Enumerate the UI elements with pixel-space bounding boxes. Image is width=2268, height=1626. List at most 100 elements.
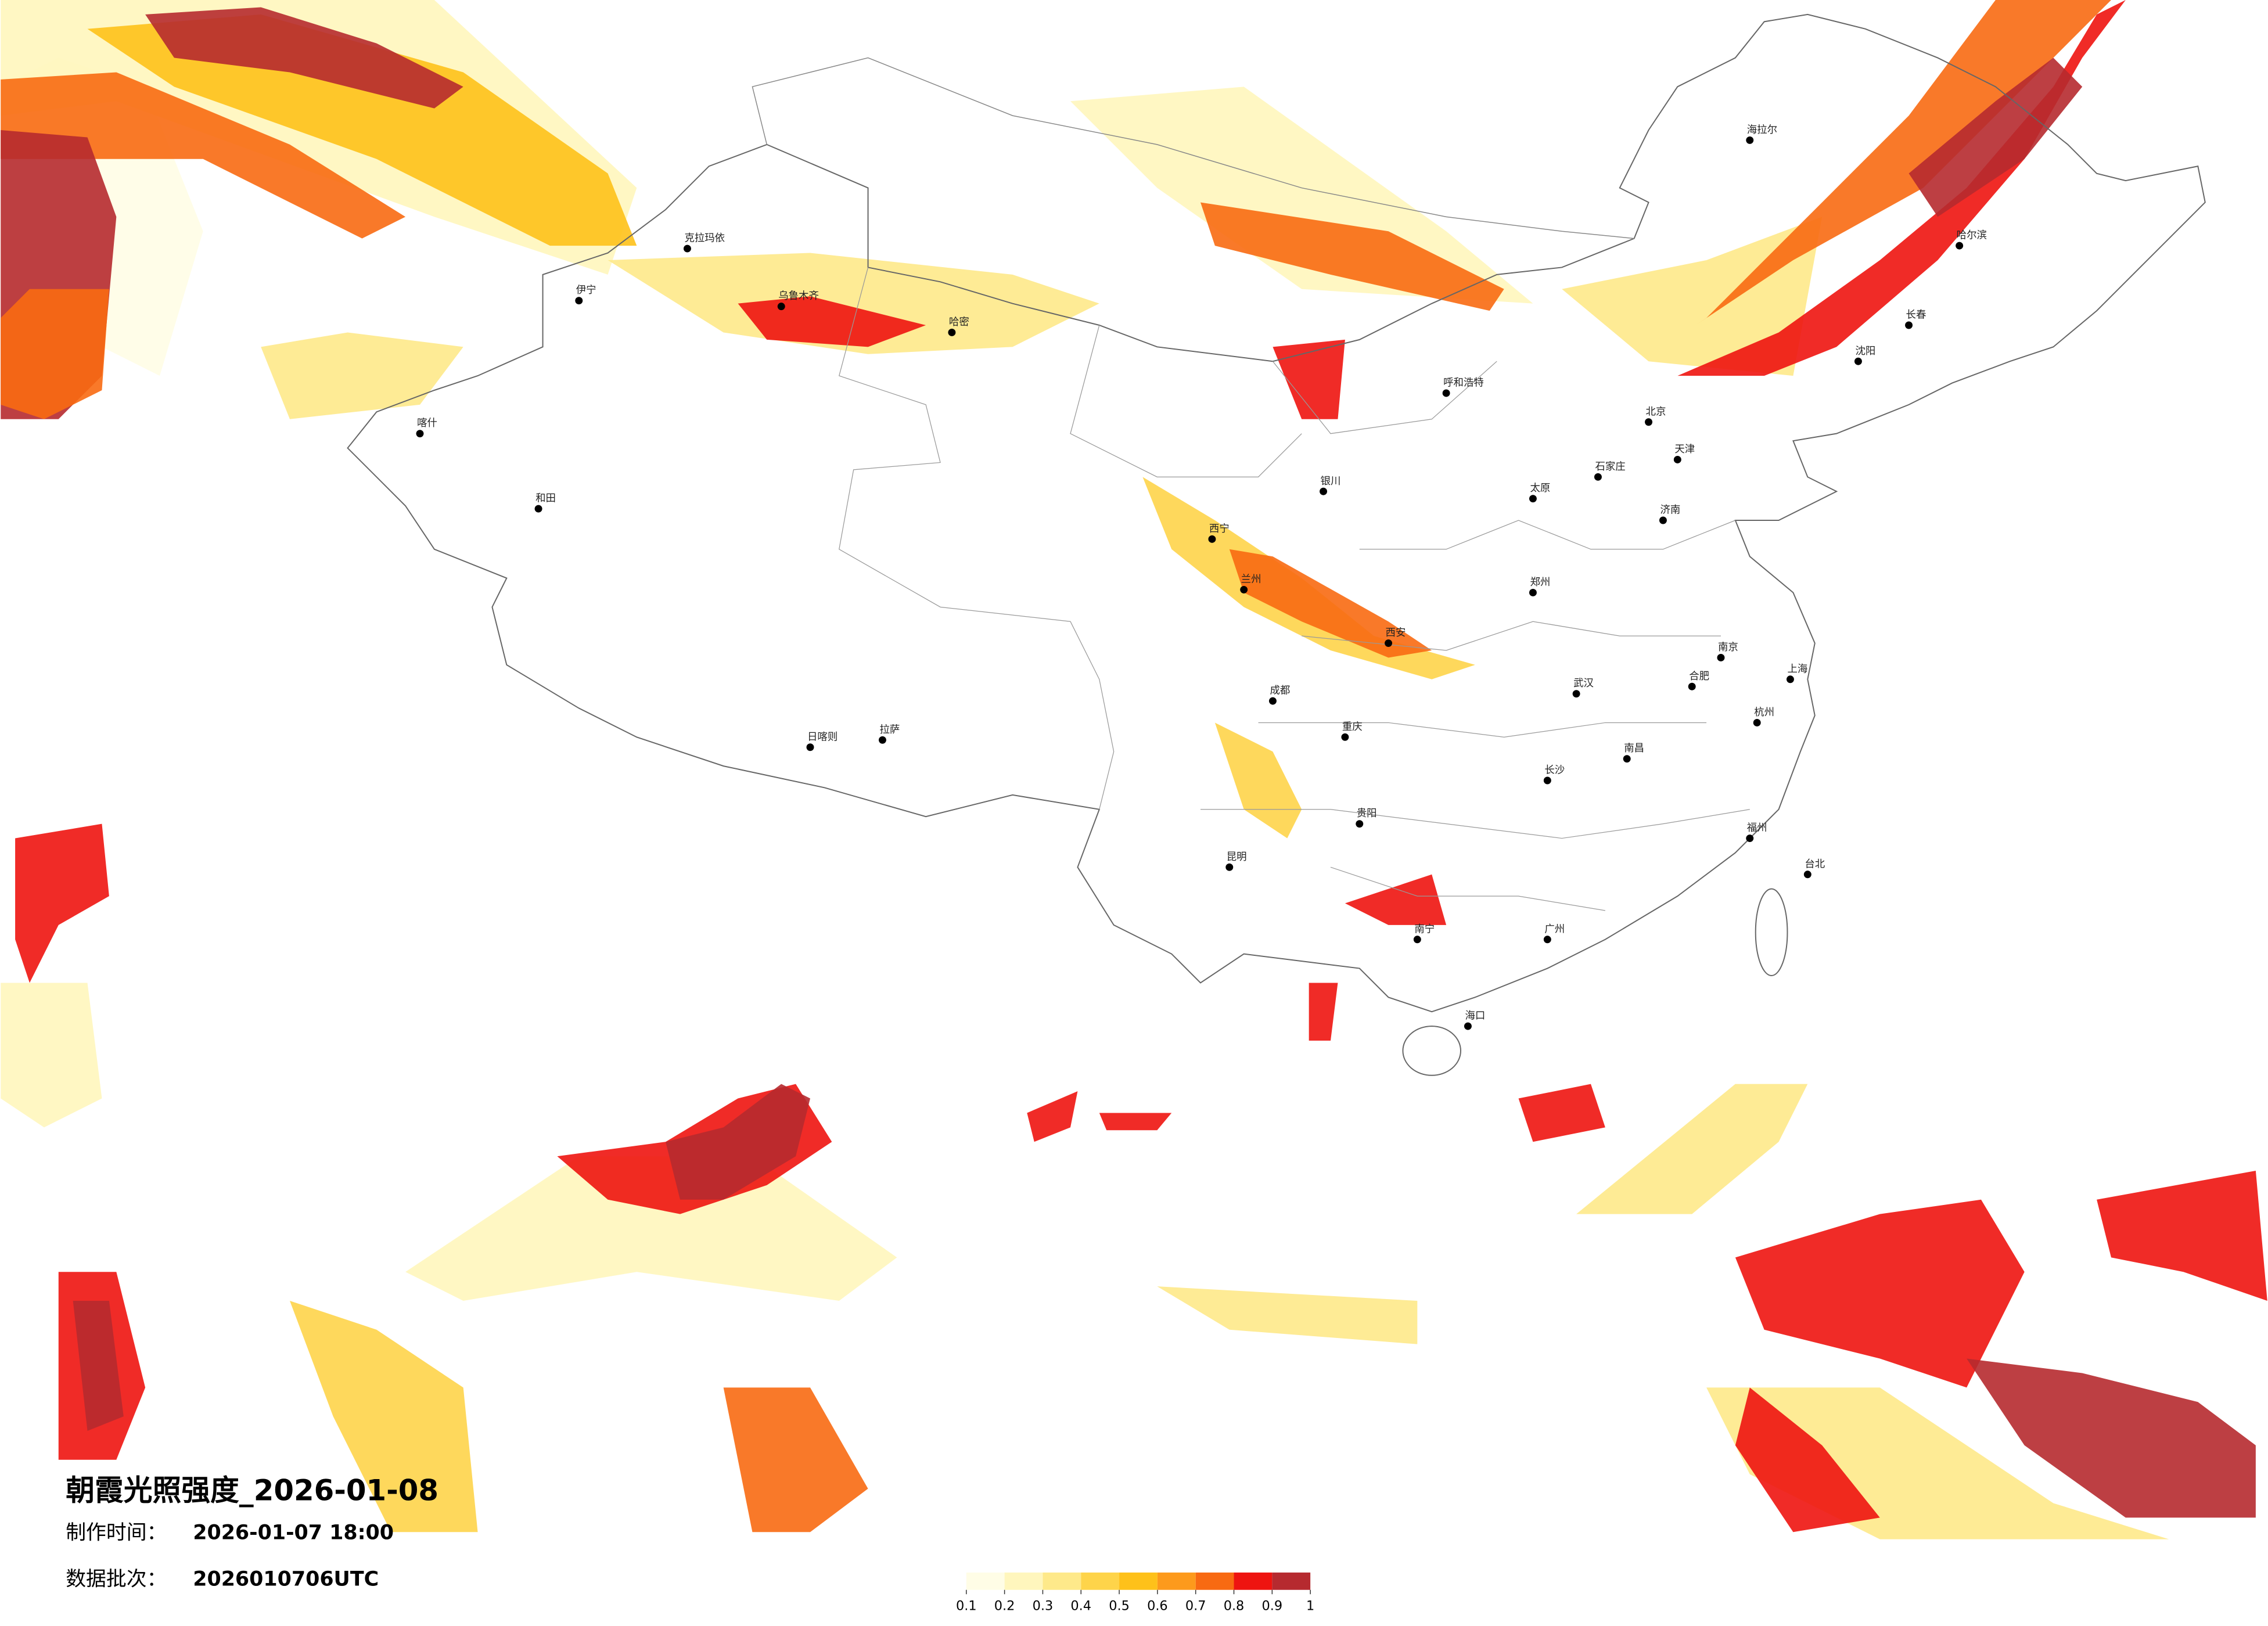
heat-area — [289, 1301, 478, 1533]
country-outline — [347, 13, 2206, 1013]
heat-area — [1967, 1358, 2256, 1518]
colorbar-swatch — [1119, 1572, 1158, 1590]
city-label: 广州 — [1544, 923, 1565, 935]
colorbar-tick-label: 0.2 — [994, 1599, 1015, 1614]
colorbar: 0.1 0.2 0.3 0.4 0.5 0.6 0.7 0.8 0.9 1 — [956, 1572, 1314, 1614]
city-label: 西宁 — [1209, 523, 1230, 535]
city-dot — [575, 297, 583, 305]
heat-area — [1214, 722, 1302, 839]
colorbar-swatch — [1234, 1572, 1273, 1590]
heat-area — [1663, 0, 2111, 347]
colorbar-tick-label: 0.8 — [1224, 1599, 1245, 1614]
batch-label: 数据批次： — [66, 1567, 167, 1591]
made-label: 制作时间： — [66, 1521, 167, 1545]
city-label: 兰州 — [1241, 574, 1261, 585]
city-dot — [1688, 682, 1696, 690]
colorbar-tick-label: 0.6 — [1147, 1599, 1168, 1614]
city-label: 福州 — [1747, 822, 1767, 834]
city-dot — [1341, 733, 1349, 741]
heat-area — [738, 296, 926, 347]
city-label: 长春 — [1906, 310, 1926, 321]
city-label: 昆明 — [1227, 851, 1247, 863]
colorbar-tick-label: 0.3 — [1033, 1599, 1054, 1614]
city-dot — [1208, 535, 1216, 543]
colorbar-swatch — [1043, 1572, 1081, 1590]
city-dot — [1753, 718, 1761, 726]
city-dot — [1320, 487, 1328, 495]
heat-area — [1735, 1387, 1880, 1533]
city-dot — [1464, 1022, 1472, 1030]
city-label: 石家庄 — [1595, 461, 1625, 473]
colorbar-tick-label: 0.4 — [1070, 1599, 1091, 1614]
city-label: 天津 — [1674, 444, 1695, 455]
city-dot — [1645, 418, 1653, 426]
city-dot — [1268, 697, 1277, 705]
city-label: 成都 — [1270, 685, 1290, 697]
heat-area — [145, 7, 463, 109]
heat-area — [87, 14, 637, 246]
heat-area — [405, 1156, 897, 1301]
heat-area — [1273, 339, 1345, 419]
hainan — [1402, 1026, 1461, 1076]
city-label: 沈阳 — [1855, 346, 1875, 357]
heat-area — [1157, 1286, 1418, 1344]
colorbar-swatch — [1157, 1572, 1196, 1590]
city-label: 日喀则 — [807, 731, 838, 743]
city-label: 上海 — [1787, 663, 1807, 675]
colorbar-swatch — [1004, 1572, 1043, 1590]
heat-area — [666, 1084, 810, 1200]
heat-area — [1, 983, 102, 1128]
city-dot — [1413, 936, 1421, 944]
heat-area — [261, 332, 463, 419]
heat-layer — [1, 0, 2267, 1539]
city-dot — [1786, 675, 1794, 684]
city-label: 贵阳 — [1357, 808, 1377, 819]
city-dot — [1240, 585, 1248, 593]
colorbar-swatch — [1272, 1572, 1311, 1590]
province-lines — [839, 267, 1750, 911]
city-dot — [878, 736, 886, 744]
city-label: 银川 — [1321, 476, 1341, 487]
city-label: 合肥 — [1689, 671, 1709, 682]
city-dot — [1529, 495, 1537, 503]
heat-area — [1518, 1084, 1605, 1142]
city-label: 南昌 — [1624, 743, 1644, 754]
colorbar-tick-label: 0.9 — [1262, 1599, 1283, 1614]
heat-area — [1, 289, 109, 419]
city-dot — [1905, 321, 1913, 329]
city-label: 武汉 — [1573, 678, 1594, 689]
city-dot — [1543, 776, 1551, 785]
heat-area — [1027, 1091, 1078, 1142]
heat-area — [1562, 217, 1823, 376]
city-label: 太原 — [1530, 483, 1550, 494]
colorbar-tick-label: 0.1 — [956, 1599, 977, 1614]
heat-area — [608, 253, 1099, 354]
city-dot — [683, 244, 691, 253]
city-dot — [1746, 136, 1754, 144]
city-label: 台北 — [1805, 858, 1825, 870]
city-dot — [1442, 389, 1450, 397]
city-dot — [1854, 357, 1862, 365]
heat-area — [1576, 1084, 1808, 1214]
heat-area — [1229, 549, 1432, 658]
city-label: 喀什 — [417, 418, 437, 429]
city-label: 郑州 — [1530, 577, 1550, 588]
colorbar-tick-label: 0.7 — [1185, 1599, 1206, 1614]
city-dot — [1543, 936, 1551, 944]
city-dot — [1572, 690, 1580, 698]
heat-area — [1309, 983, 1338, 1041]
city-dot — [1717, 653, 1725, 661]
city-dot — [1623, 755, 1631, 763]
city-dot — [1803, 870, 1811, 879]
city-dot — [416, 430, 424, 438]
city-label: 克拉玛依 — [684, 233, 725, 244]
city-dot — [1225, 863, 1234, 871]
colorbar-tick-label: 0.5 — [1109, 1599, 1130, 1614]
heat-area — [2097, 1171, 2267, 1301]
heat-area — [1, 72, 406, 239]
city-dot — [948, 328, 956, 336]
city-label: 哈尔滨 — [1957, 230, 1987, 242]
heat-area — [723, 1387, 868, 1533]
